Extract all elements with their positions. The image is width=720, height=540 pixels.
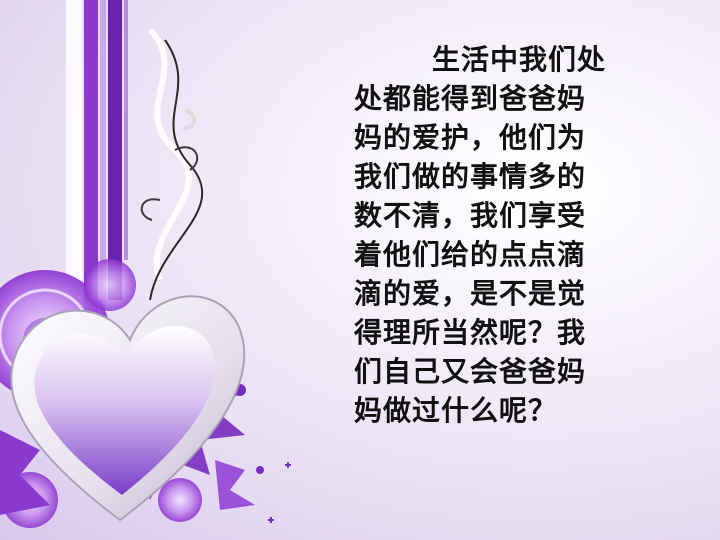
- text-line-2: 处都能得到爸爸妈: [354, 82, 587, 115]
- text-line-6: 着他们给的点点滴: [354, 238, 587, 271]
- text-line-9: 们自己又会爸爸妈: [354, 355, 587, 388]
- text-line-5: 数不清，我们享受: [354, 199, 587, 232]
- text-line-10: 妈做过什么呢？: [354, 394, 558, 427]
- text-line-1: 生活中我们处: [432, 43, 607, 76]
- text-line-8: 得理所当然呢？我: [354, 316, 587, 349]
- text-line-3: 妈的爱护，他们为: [354, 121, 587, 154]
- text-line-4: 我们做的事情多的: [354, 160, 587, 193]
- body-text: 生活中我们处 处都能得到爸爸妈 妈的爱护，他们为 我们做的事情多的 数不清，我们…: [354, 40, 624, 430]
- text-line-7: 滴的爱，是不是觉: [354, 277, 587, 310]
